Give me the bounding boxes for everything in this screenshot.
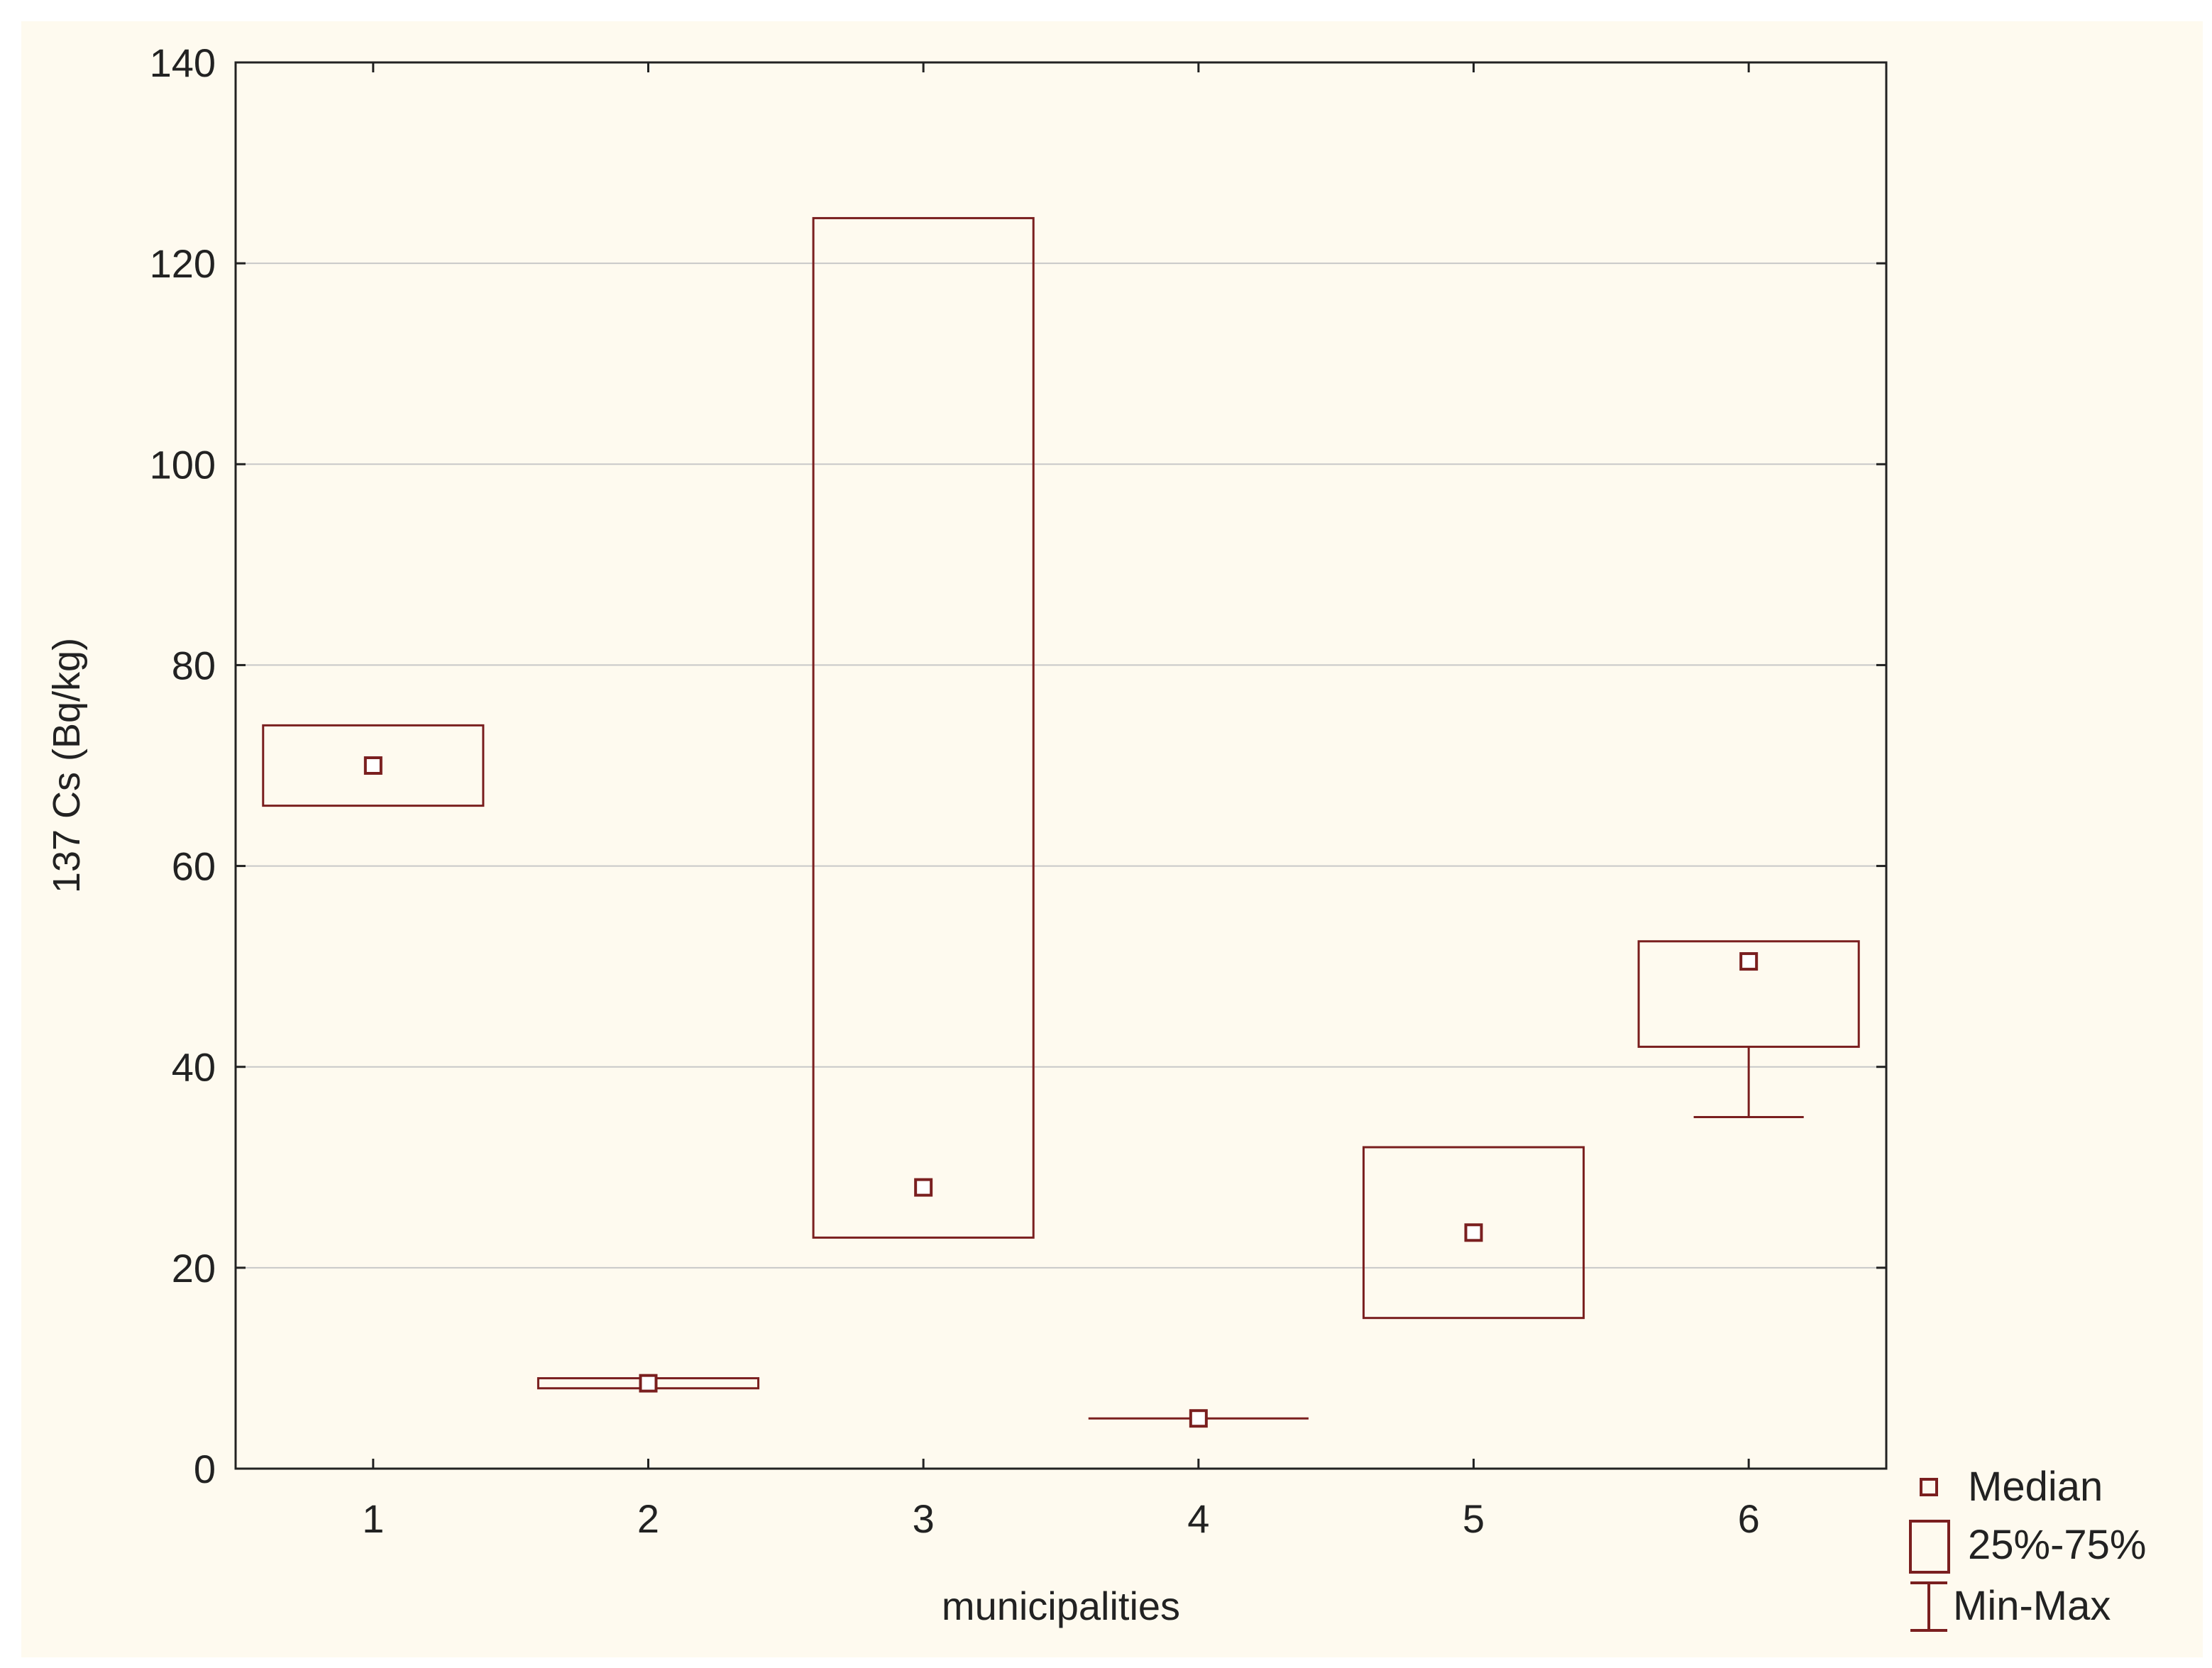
legend: Median 25%-75% Min-Max	[1909, 1464, 2146, 1632]
legend-whisker-label: Min-Max	[1953, 1583, 2111, 1629]
x-axis: 1 2 3 4 5 6	[362, 62, 1760, 1541]
plot-area	[234, 61, 1888, 1470]
legend-whisker-symbol	[1910, 1581, 1947, 1632]
box-group-2	[537, 1374, 760, 1393]
median-marker	[1189, 1409, 1208, 1428]
median-marker	[914, 1178, 933, 1197]
box-group-6	[1637, 940, 1860, 1118]
x-tick-label: 4	[1187, 1496, 1209, 1541]
legend-box-symbol	[1909, 1520, 1950, 1574]
x-tick-label: 1	[362, 1496, 384, 1541]
y-tick-label: 80	[172, 643, 216, 687]
x-tick-label: 5	[1463, 1496, 1485, 1541]
box-group-3	[812, 216, 1035, 1239]
x-tick-label: 6	[1738, 1496, 1760, 1541]
x-axis-title: municipalities	[942, 1584, 1180, 1628]
median-marker	[363, 756, 383, 775]
y-tick-label: 0	[194, 1447, 216, 1491]
y-tick-label: 100	[150, 442, 216, 487]
iqr-box	[812, 216, 1035, 1239]
y-tick-label: 60	[172, 844, 216, 889]
median-marker	[1464, 1223, 1483, 1242]
y-tick-label: 20	[172, 1246, 216, 1291]
legend-box-label: 25%-75%	[1968, 1522, 2146, 1568]
y-tick-label: 140	[150, 40, 216, 85]
iqr-box	[262, 724, 485, 807]
x-tick-label: 2	[637, 1496, 659, 1541]
iqr-box	[1637, 940, 1860, 1048]
box-group-5	[1362, 1146, 1585, 1320]
median-marker	[1739, 952, 1759, 971]
legend-median-label: Median	[1968, 1464, 2103, 1510]
grid-lines	[236, 263, 1886, 1269]
x-tick-label: 3	[913, 1496, 935, 1541]
chart-panel	[21, 21, 2203, 1657]
y-tick-label: 40	[172, 1045, 216, 1090]
legend-median-symbol	[1920, 1478, 1938, 1496]
iqr-box	[1362, 1146, 1585, 1320]
boxes	[262, 216, 1860, 1428]
y-axis-title: 137 Cs (Bq/kg)	[45, 638, 88, 893]
box-group-4	[1088, 1409, 1309, 1428]
y-axis: 0 20 40 60 80 100 120 140	[150, 40, 1886, 1491]
y-tick-label: 120	[150, 241, 216, 286]
box-group-1	[262, 724, 485, 807]
median-marker	[639, 1374, 658, 1393]
